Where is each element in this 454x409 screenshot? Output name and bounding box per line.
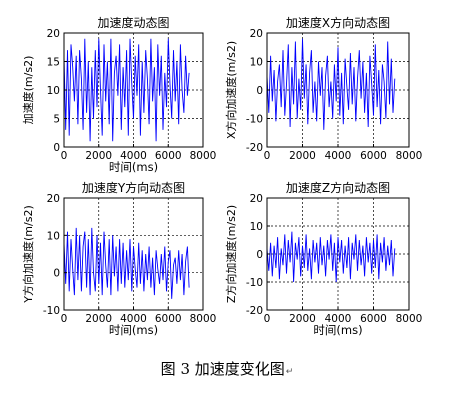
chart3-y-tick-label-0: -10 [43, 305, 60, 317]
chart1-x-tick-label-3: 6000 [155, 150, 182, 162]
chart2-y-axis-label: X方向加速度(m/s2) [224, 41, 238, 139]
chart4-x-tick-label-2: 4000 [325, 313, 352, 325]
chart1-y-tick-label-3: 15 [47, 57, 60, 69]
chart2-y-tick-label-2: 0 [256, 85, 263, 97]
chart2-y-tick-label-4: 20 [250, 28, 263, 40]
chart3-x-axis-label: 时间(ms) [109, 323, 158, 337]
chart1-y-tick-label-0: 0 [53, 142, 60, 154]
chart2-x-tick-label-4: 8000 [396, 150, 423, 162]
chart4-y-tick-label-3: 10 [250, 221, 263, 233]
chart3-series-line-1 [63, 227, 190, 299]
chart3-title: 加速度Y方向动态图 [82, 180, 185, 195]
chart1-title: 加速度动态图 [97, 15, 169, 30]
chart2-x-tick-label-1: 2000 [289, 150, 316, 162]
caption-text: 图 3 加速度变化图 [160, 360, 285, 378]
chart1-series-line-1 [63, 38, 190, 142]
chart3-y-tick-label-3: 20 [47, 193, 60, 205]
chart3-x-tick-label-0: 0 [61, 313, 68, 325]
chart4-title: 加速度Z方向动态图 [286, 180, 390, 195]
chart2-y-tick-label-3: 10 [250, 57, 263, 69]
chart1-x-tick-label-0: 0 [61, 150, 68, 162]
chart4-series-line-1 [266, 231, 396, 283]
chart4-y-tick-label-4: 20 [250, 193, 263, 205]
chart1-x-axis-label: 时间(ms) [109, 160, 158, 174]
chart1-x-tick-label-1: 2000 [85, 150, 112, 162]
chart4-x-tick-label-4: 8000 [396, 313, 423, 325]
paragraph-mark: ↵ [285, 367, 294, 377]
chart2-y-tick-label-0: -20 [246, 142, 263, 154]
chart2-x-tick-label-3: 6000 [360, 150, 387, 162]
chart4-y-axis-label: Z方向加速度(m/s2) [224, 205, 238, 303]
chart2-title: 加速度X方向动态图 [286, 15, 390, 30]
chart4-x-tick-label-3: 6000 [360, 313, 387, 325]
chart3-x-tick-label-2: 4000 [120, 313, 147, 325]
chart3-y-axis-label: Y方向加速度(m/s2) [21, 205, 35, 303]
chart1-y-axis-label: 加速度(m/s2) [21, 56, 35, 125]
chart1-y-tick-label-2: 10 [47, 85, 60, 97]
chart1-y-tick-label-1: 5 [53, 114, 60, 126]
chart3-x-tick-label-1: 2000 [85, 313, 112, 325]
chart2-x-tick-label-0: 0 [264, 150, 271, 162]
chart2-series-line-1 [266, 38, 396, 130]
chart3-y-tick-label-1: 0 [53, 268, 60, 280]
figure-caption: 图 3 加速度变化图↵ [0, 358, 454, 379]
chart3-y-tick-label-2: 10 [47, 230, 60, 242]
chart1-x-tick-label-4: 8000 [190, 150, 217, 162]
chart4-y-tick-label-0: -20 [246, 305, 263, 317]
chart2-y-tick-label-1: -10 [246, 114, 263, 126]
chart2-x-tick-label-2: 4000 [325, 150, 352, 162]
chart1-x-tick-label-2: 4000 [120, 150, 147, 162]
chart4-y-tick-label-1: -10 [246, 277, 263, 289]
chart4-x-axis-label: 时间(ms) [313, 323, 362, 337]
chart4-y-tick-label-2: 0 [256, 249, 263, 261]
chart1-y-tick-label-4: 20 [47, 28, 60, 40]
chart4-x-tick-label-0: 0 [264, 313, 271, 325]
chart3-x-tick-label-4: 8000 [190, 313, 217, 325]
chart4-x-tick-label-1: 2000 [289, 313, 316, 325]
chart3-x-tick-label-3: 6000 [155, 313, 182, 325]
